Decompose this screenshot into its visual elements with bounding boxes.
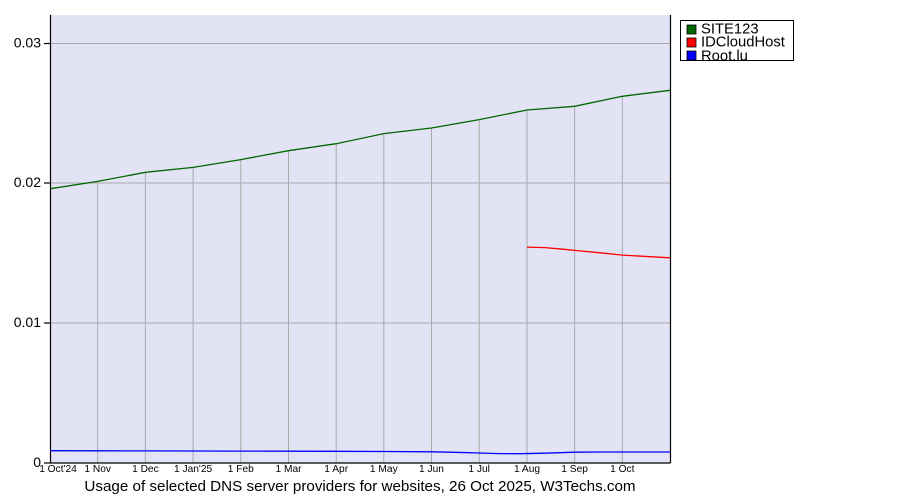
svg-text:1 Jul: 1 Jul: [468, 464, 490, 475]
svg-text:1 Aug: 1 Aug: [514, 464, 540, 475]
svg-text:0.03: 0.03: [14, 35, 41, 51]
svg-text:1 Jun: 1 Jun: [419, 464, 444, 475]
svg-text:Usage of selected DNS server p: Usage of selected DNS server providers f…: [84, 478, 635, 495]
svg-text:1 Nov: 1 Nov: [84, 464, 112, 475]
svg-text:1 Feb: 1 Feb: [228, 464, 254, 475]
svg-text:1 Apr: 1 Apr: [324, 464, 348, 475]
svg-text:Root.lu: Root.lu: [701, 48, 748, 64]
svg-text:0.01: 0.01: [14, 314, 41, 330]
svg-text:1 Mar: 1 Mar: [275, 464, 302, 475]
svg-text:0.02: 0.02: [14, 174, 41, 190]
svg-text:1 Jan'25: 1 Jan'25: [174, 464, 213, 475]
svg-text:1 May: 1 May: [370, 464, 399, 475]
svg-text:1 Oct: 1 Oct: [610, 464, 635, 475]
svg-text:1 Sep: 1 Sep: [561, 464, 588, 475]
svg-text:1 Dec: 1 Dec: [132, 464, 159, 475]
svg-text:1 Oct'24: 1 Oct'24: [39, 464, 77, 475]
